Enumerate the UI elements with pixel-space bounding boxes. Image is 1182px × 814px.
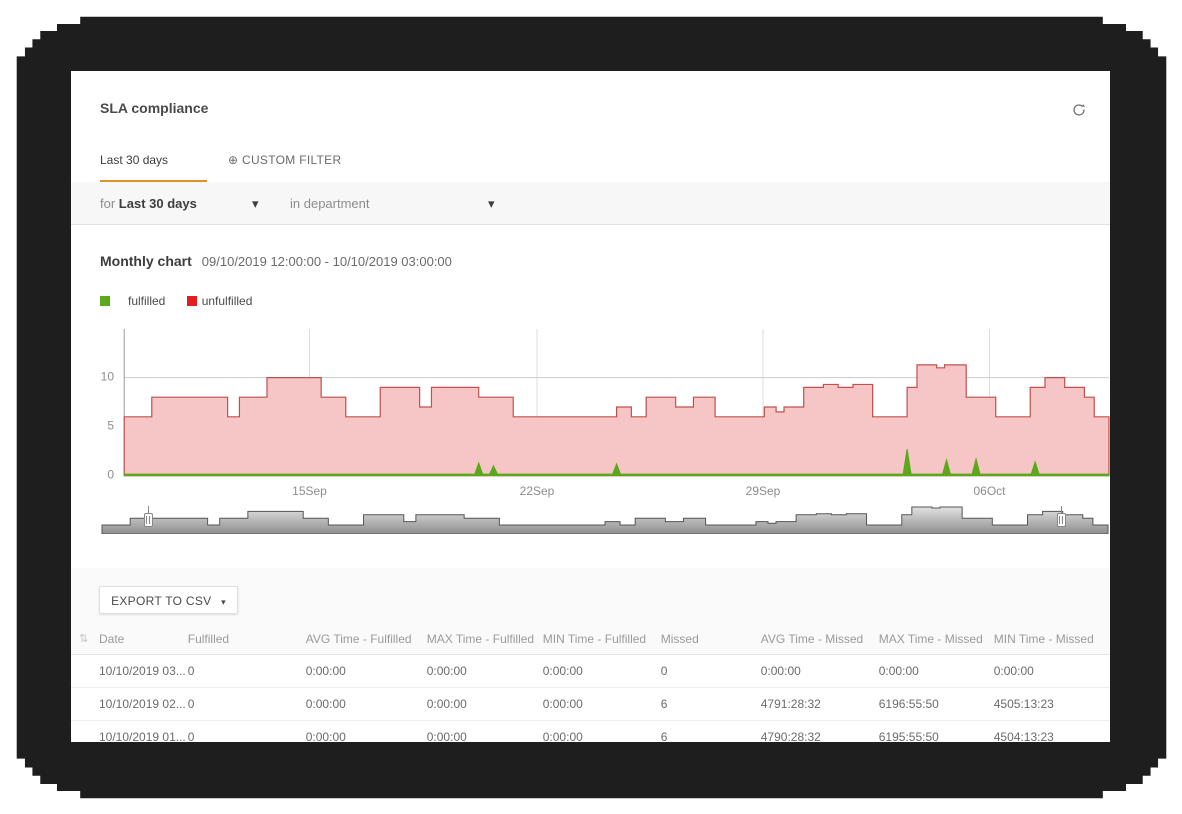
svg-text:29Sep: 29Sep bbox=[746, 484, 781, 498]
svg-text:0: 0 bbox=[107, 468, 114, 482]
svg-text:5: 5 bbox=[107, 419, 114, 433]
svg-text:22Sep: 22Sep bbox=[520, 484, 555, 498]
svg-text:15Sep: 15Sep bbox=[292, 484, 327, 498]
svg-text:10: 10 bbox=[101, 370, 115, 384]
svg-text:06Oct: 06Oct bbox=[973, 484, 1006, 498]
